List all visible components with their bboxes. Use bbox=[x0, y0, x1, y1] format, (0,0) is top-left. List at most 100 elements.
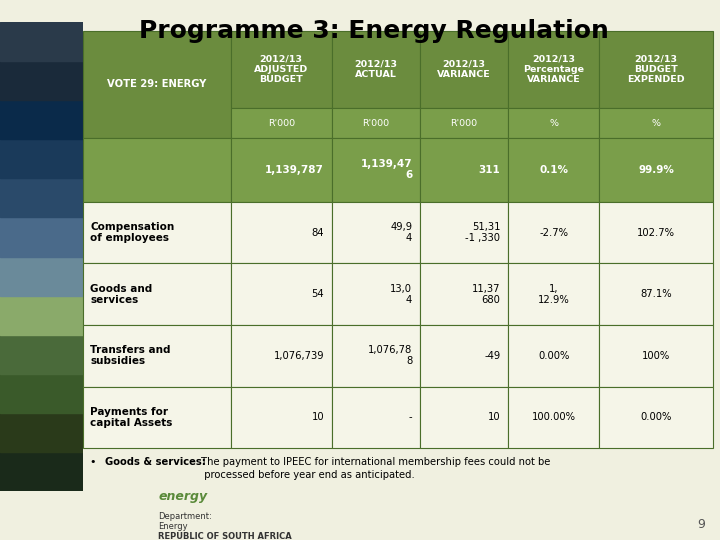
Text: 84: 84 bbox=[312, 228, 324, 238]
Bar bbox=[332, 325, 420, 387]
Text: 87.1%: 87.1% bbox=[640, 289, 672, 299]
Text: Programme 3: Energy Regulation: Programme 3: Energy Regulation bbox=[140, 19, 609, 43]
Text: 0.00%: 0.00% bbox=[538, 351, 570, 361]
Bar bbox=[0, 100, 83, 139]
Bar bbox=[332, 202, 420, 264]
Bar bbox=[420, 109, 508, 138]
Text: 13,0
4: 13,0 4 bbox=[390, 284, 413, 305]
Text: 99.9%: 99.9% bbox=[638, 165, 674, 175]
Text: 51,31
-1 ,330: 51,31 -1 ,330 bbox=[466, 222, 500, 243]
Bar bbox=[231, 138, 332, 202]
Text: The payment to IPEEC for international membership fees could not be
  processed : The payment to IPEEC for international m… bbox=[198, 457, 551, 480]
Text: Transfers and
subsidies: Transfers and subsidies bbox=[91, 345, 171, 367]
Text: -2.7%: -2.7% bbox=[539, 228, 568, 238]
Bar bbox=[508, 31, 599, 109]
Text: VOTE 29: ENERGY: VOTE 29: ENERGY bbox=[107, 79, 207, 89]
Bar bbox=[332, 387, 420, 448]
Bar bbox=[599, 31, 713, 109]
Bar bbox=[420, 325, 508, 387]
Text: R'000: R'000 bbox=[362, 119, 390, 127]
Bar bbox=[231, 109, 332, 138]
Bar bbox=[0, 335, 83, 374]
Bar bbox=[0, 453, 83, 491]
Text: Energy: Energy bbox=[158, 522, 188, 531]
Bar bbox=[231, 325, 332, 387]
Bar bbox=[599, 264, 713, 325]
Text: 10: 10 bbox=[312, 413, 324, 422]
Bar bbox=[231, 264, 332, 325]
Text: 2012/13
Percentage
VARIANCE: 2012/13 Percentage VARIANCE bbox=[523, 55, 584, 84]
Text: 49,9
4: 49,9 4 bbox=[390, 222, 413, 243]
Bar bbox=[599, 138, 713, 202]
Bar bbox=[420, 264, 508, 325]
Text: R'000: R'000 bbox=[451, 119, 477, 127]
Bar bbox=[599, 387, 713, 448]
Bar bbox=[0, 139, 83, 178]
Bar bbox=[332, 31, 420, 109]
Bar bbox=[599, 325, 713, 387]
Text: R'000: R'000 bbox=[268, 119, 294, 127]
Text: 1,
12.9%: 1, 12.9% bbox=[538, 284, 570, 305]
Text: 1,076,78
8: 1,076,78 8 bbox=[368, 345, 413, 367]
Text: 11,37
680: 11,37 680 bbox=[472, 284, 500, 305]
Text: 0.00%: 0.00% bbox=[640, 413, 672, 422]
Bar bbox=[83, 264, 231, 325]
Bar bbox=[332, 264, 420, 325]
Bar bbox=[0, 60, 83, 100]
Text: %: % bbox=[652, 119, 660, 127]
Bar bbox=[599, 202, 713, 264]
Bar bbox=[508, 325, 599, 387]
Bar bbox=[83, 202, 231, 264]
Text: -49: -49 bbox=[485, 351, 500, 361]
Bar bbox=[508, 109, 599, 138]
Text: Compensation
of employees: Compensation of employees bbox=[91, 222, 175, 243]
Text: 2012/13
VARIANCE: 2012/13 VARIANCE bbox=[437, 60, 491, 79]
Bar bbox=[508, 138, 599, 202]
Bar bbox=[0, 296, 83, 335]
Text: 1,076,739: 1,076,739 bbox=[274, 351, 324, 361]
Bar bbox=[83, 387, 231, 448]
Bar bbox=[0, 413, 83, 453]
Bar bbox=[231, 387, 332, 448]
Text: 102.7%: 102.7% bbox=[637, 228, 675, 238]
Bar bbox=[0, 217, 83, 256]
Text: 311: 311 bbox=[479, 165, 500, 175]
Text: Goods & services:: Goods & services: bbox=[105, 457, 206, 467]
Bar bbox=[332, 138, 420, 202]
Bar bbox=[83, 138, 231, 202]
Text: energy: energy bbox=[158, 490, 207, 503]
Bar bbox=[0, 256, 83, 296]
Bar bbox=[420, 31, 508, 109]
Bar bbox=[508, 387, 599, 448]
Bar bbox=[420, 387, 508, 448]
Text: 1,139,787: 1,139,787 bbox=[265, 165, 324, 175]
Text: REPUBLIC OF SOUTH AFRICA: REPUBLIC OF SOUTH AFRICA bbox=[158, 532, 292, 540]
Text: 100.00%: 100.00% bbox=[532, 413, 576, 422]
Bar bbox=[0, 374, 83, 413]
Text: 2012/13
BUDGET
EXPENDED: 2012/13 BUDGET EXPENDED bbox=[627, 55, 685, 84]
Text: 54: 54 bbox=[312, 289, 324, 299]
Text: Goods and
services: Goods and services bbox=[91, 284, 153, 305]
Bar bbox=[0, 22, 83, 61]
Text: 1,139,47
6: 1,139,47 6 bbox=[361, 159, 413, 180]
Text: 10: 10 bbox=[488, 413, 500, 422]
Text: %: % bbox=[549, 119, 558, 127]
Text: -: - bbox=[409, 413, 413, 422]
Text: Payments for
capital Assets: Payments for capital Assets bbox=[91, 407, 173, 428]
Text: 9: 9 bbox=[698, 518, 706, 531]
Bar bbox=[231, 31, 332, 109]
Text: 2012/13
ACTUAL: 2012/13 ACTUAL bbox=[354, 60, 397, 79]
Text: Department:: Department: bbox=[158, 512, 212, 521]
Text: 0.1%: 0.1% bbox=[539, 165, 568, 175]
Bar bbox=[0, 178, 83, 217]
Bar bbox=[332, 109, 420, 138]
Bar bbox=[508, 202, 599, 264]
Text: •: • bbox=[89, 457, 96, 467]
Bar bbox=[83, 325, 231, 387]
Bar bbox=[420, 202, 508, 264]
Bar bbox=[599, 109, 713, 138]
Bar bbox=[508, 264, 599, 325]
Bar bbox=[231, 202, 332, 264]
Bar bbox=[420, 138, 508, 202]
Text: 2012/13
ADJUSTED
BUDGET: 2012/13 ADJUSTED BUDGET bbox=[254, 55, 308, 84]
